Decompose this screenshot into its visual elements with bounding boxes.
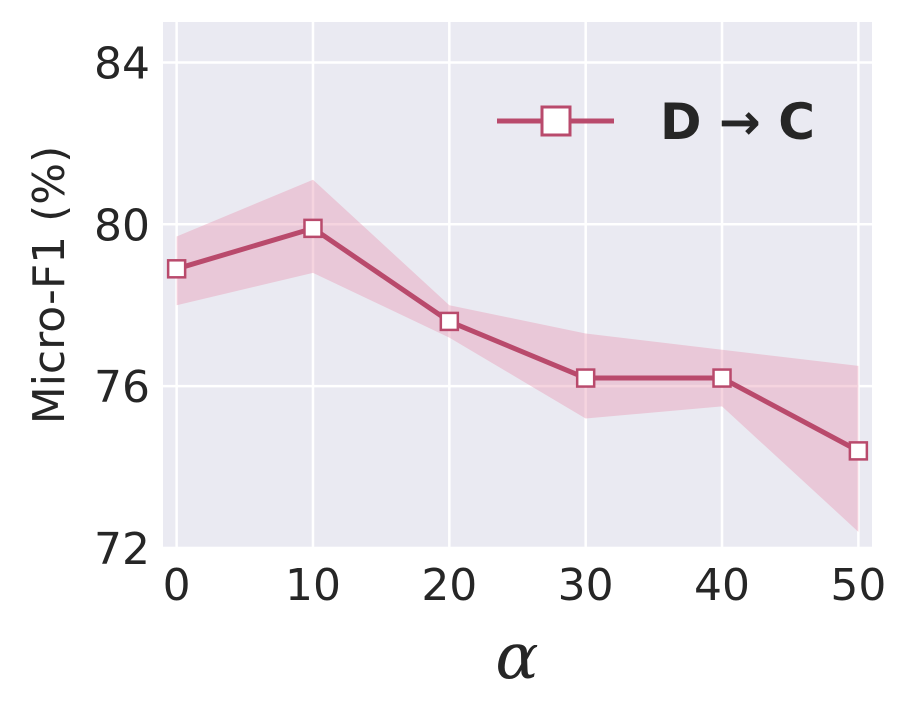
legend: D → C [497,93,815,151]
y-tick-label: 80 [94,200,150,251]
data-point-marker [848,441,869,461]
x-axis-label: α [495,620,538,694]
data-point-marker [303,218,323,239]
y-axis-label: Micro-F1 (%) [24,146,75,425]
series-lines [175,225,860,454]
data-point-marker [166,259,187,279]
confidence-bands [176,179,859,532]
data-point-marker [575,368,596,388]
confidence-band [176,179,859,532]
x-tick-label: 30 [558,560,614,611]
series-markers [166,218,869,461]
data-point-marker [712,368,732,388]
x-tick-labels: 0 10 20 30 40 50 [163,560,887,611]
y-tick-label: 76 [94,362,150,413]
x-tick-label: 20 [421,560,477,611]
legend-label: D → C [660,93,815,151]
x-tick-label: 10 [285,560,341,611]
y-tick-label: 72 [94,524,150,575]
y-tick-labels: 72 76 80 84 [94,38,150,575]
x-tick-label: 0 [163,560,191,611]
y-tick-label: 84 [94,38,150,89]
x-tick-label: 50 [830,560,886,611]
grid-lines [163,22,872,550]
series-line [175,225,860,454]
data-point-marker [439,311,460,332]
legend-marker [540,105,572,137]
x-tick-label: 40 [694,560,750,611]
plot-background [163,22,872,548]
